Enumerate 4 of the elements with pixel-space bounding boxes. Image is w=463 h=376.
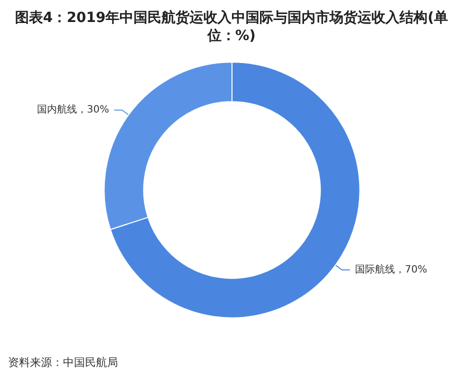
text: 资料来源：中国民航局 (8, 356, 118, 369)
slice-label: 国内航线，30% (36, 104, 110, 116)
chart-title: 图表4：2019年中国民航货运收入中国际与国内市场货运收入结构(单位：%) (14, 9, 448, 44)
slice-label: 国际航线，70% (354, 263, 428, 276)
